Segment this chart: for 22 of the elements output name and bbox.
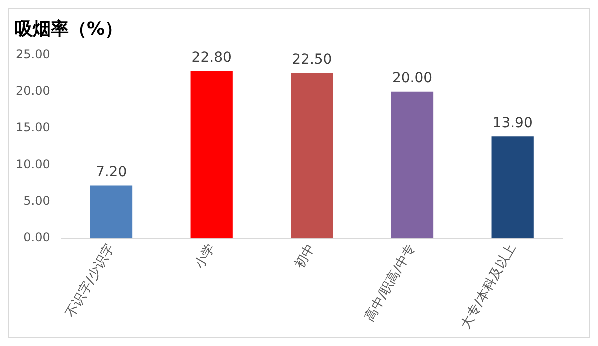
chart-title: 吸烟率（%）: [15, 18, 124, 41]
x-tick-label: 大专/本科及以上: [458, 242, 520, 332]
bar: [190, 71, 233, 239]
x-tick-label: 不识字/少识字: [62, 241, 118, 321]
y-tick-label: 10.00: [16, 157, 50, 172]
data-label: 22.50: [292, 52, 332, 68]
data-label: 13.90: [492, 115, 533, 132]
data-label: 7.20: [96, 164, 128, 180]
bar: [90, 186, 133, 239]
x-tick-label: 高中/职高/中专: [362, 241, 419, 324]
bar: [291, 74, 334, 239]
y-tick-label: 0.00: [24, 230, 50, 245]
y-tick-label: 5.00: [24, 194, 50, 208]
data-label: 20.00: [392, 70, 433, 87]
y-tick-label: 25.00: [16, 47, 50, 62]
y-tick-label: 20.00: [16, 84, 50, 98]
bar: [492, 136, 534, 239]
x-tick-label: 小学: [192, 242, 218, 272]
bar: [391, 92, 434, 239]
y-tick-label: 15.00: [16, 120, 50, 135]
x-tick-label: 初中: [292, 242, 319, 272]
data-label: 22.80: [192, 50, 232, 66]
